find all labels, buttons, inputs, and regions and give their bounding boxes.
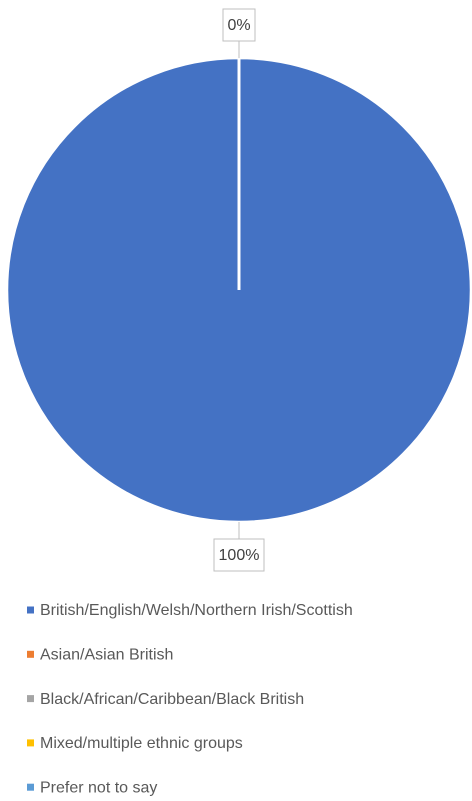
legend-label: Black/African/Caribbean/Black British [40, 691, 304, 708]
legend-swatch [27, 606, 34, 614]
legend-label: Mixed/multiple ethnic groups [40, 735, 243, 752]
legend-swatch [27, 650, 34, 658]
legend-label: Asian/Asian British [40, 647, 173, 664]
data-label: 100% [219, 547, 260, 564]
legend-label: British/English/Welsh/Northern Irish/Sco… [40, 602, 353, 619]
label-box [222, 8, 256, 42]
label-box [213, 538, 265, 572]
legend-swatch [27, 783, 34, 791]
legend-swatch [27, 695, 34, 703]
legend-label: Prefer not to say [40, 779, 157, 796]
data-label: 0% [227, 17, 250, 34]
legend-swatch [27, 739, 34, 747]
